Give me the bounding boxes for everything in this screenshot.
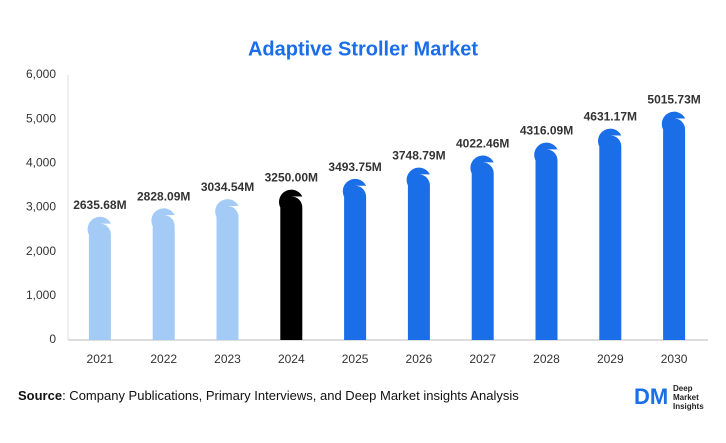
value-label: 4022.46M xyxy=(456,137,509,151)
source-text: : Company Publications, Primary Intervie… xyxy=(62,388,519,403)
value-label: 3250.00M xyxy=(265,171,318,185)
value-label: 3748.79M xyxy=(392,149,445,163)
y-tick-label: 4,000 xyxy=(26,156,56,170)
bar xyxy=(342,178,367,340)
bar xyxy=(661,111,686,340)
y-tick-label: 5,000 xyxy=(26,111,56,125)
logo-text: Insights xyxy=(673,402,704,411)
x-tick-label: 2026 xyxy=(406,352,433,366)
value-label: 2635.68M xyxy=(73,198,126,212)
bar xyxy=(151,208,175,340)
y-tick-label: 1,000 xyxy=(26,288,56,302)
value-label: 4316.09M xyxy=(520,124,573,138)
x-tick-label: 2027 xyxy=(469,352,496,366)
y-tick-label: 3,000 xyxy=(26,200,56,214)
y-tick-label: 2,000 xyxy=(26,244,56,258)
y-tick-label: 0 xyxy=(49,332,56,346)
value-label: 2828.09M xyxy=(137,189,190,203)
x-tick-label: 2024 xyxy=(278,352,305,366)
x-tick-label: 2021 xyxy=(87,352,114,366)
bar xyxy=(215,199,239,340)
x-tick-label: 2023 xyxy=(214,352,241,366)
x-tick-label: 2030 xyxy=(661,352,688,366)
bar xyxy=(279,189,303,340)
logo-mark: DM xyxy=(634,384,668,409)
x-tick-label: 2028 xyxy=(533,352,560,366)
value-label: 4631.17M xyxy=(584,110,637,124)
bar xyxy=(87,216,111,340)
bar xyxy=(598,128,622,340)
x-tick-label: 2025 xyxy=(342,352,369,366)
chart-title: Adaptive Stroller Market xyxy=(248,38,478,60)
logo-text: Market xyxy=(673,393,699,402)
x-tick-label: 2029 xyxy=(597,352,624,366)
y-tick-label: 6,000 xyxy=(26,67,56,81)
value-label: 3493.75M xyxy=(328,160,381,174)
logo-text: Deep xyxy=(673,384,693,393)
bar xyxy=(470,155,494,340)
source: Source: Company Publications, Primary In… xyxy=(18,388,519,403)
bar xyxy=(534,142,558,340)
value-label: 5015.73M xyxy=(647,93,700,107)
source-label: Source xyxy=(18,388,62,403)
bar xyxy=(406,167,430,340)
x-tick-label: 2022 xyxy=(150,352,177,366)
value-label: 3034.54M xyxy=(201,180,254,194)
